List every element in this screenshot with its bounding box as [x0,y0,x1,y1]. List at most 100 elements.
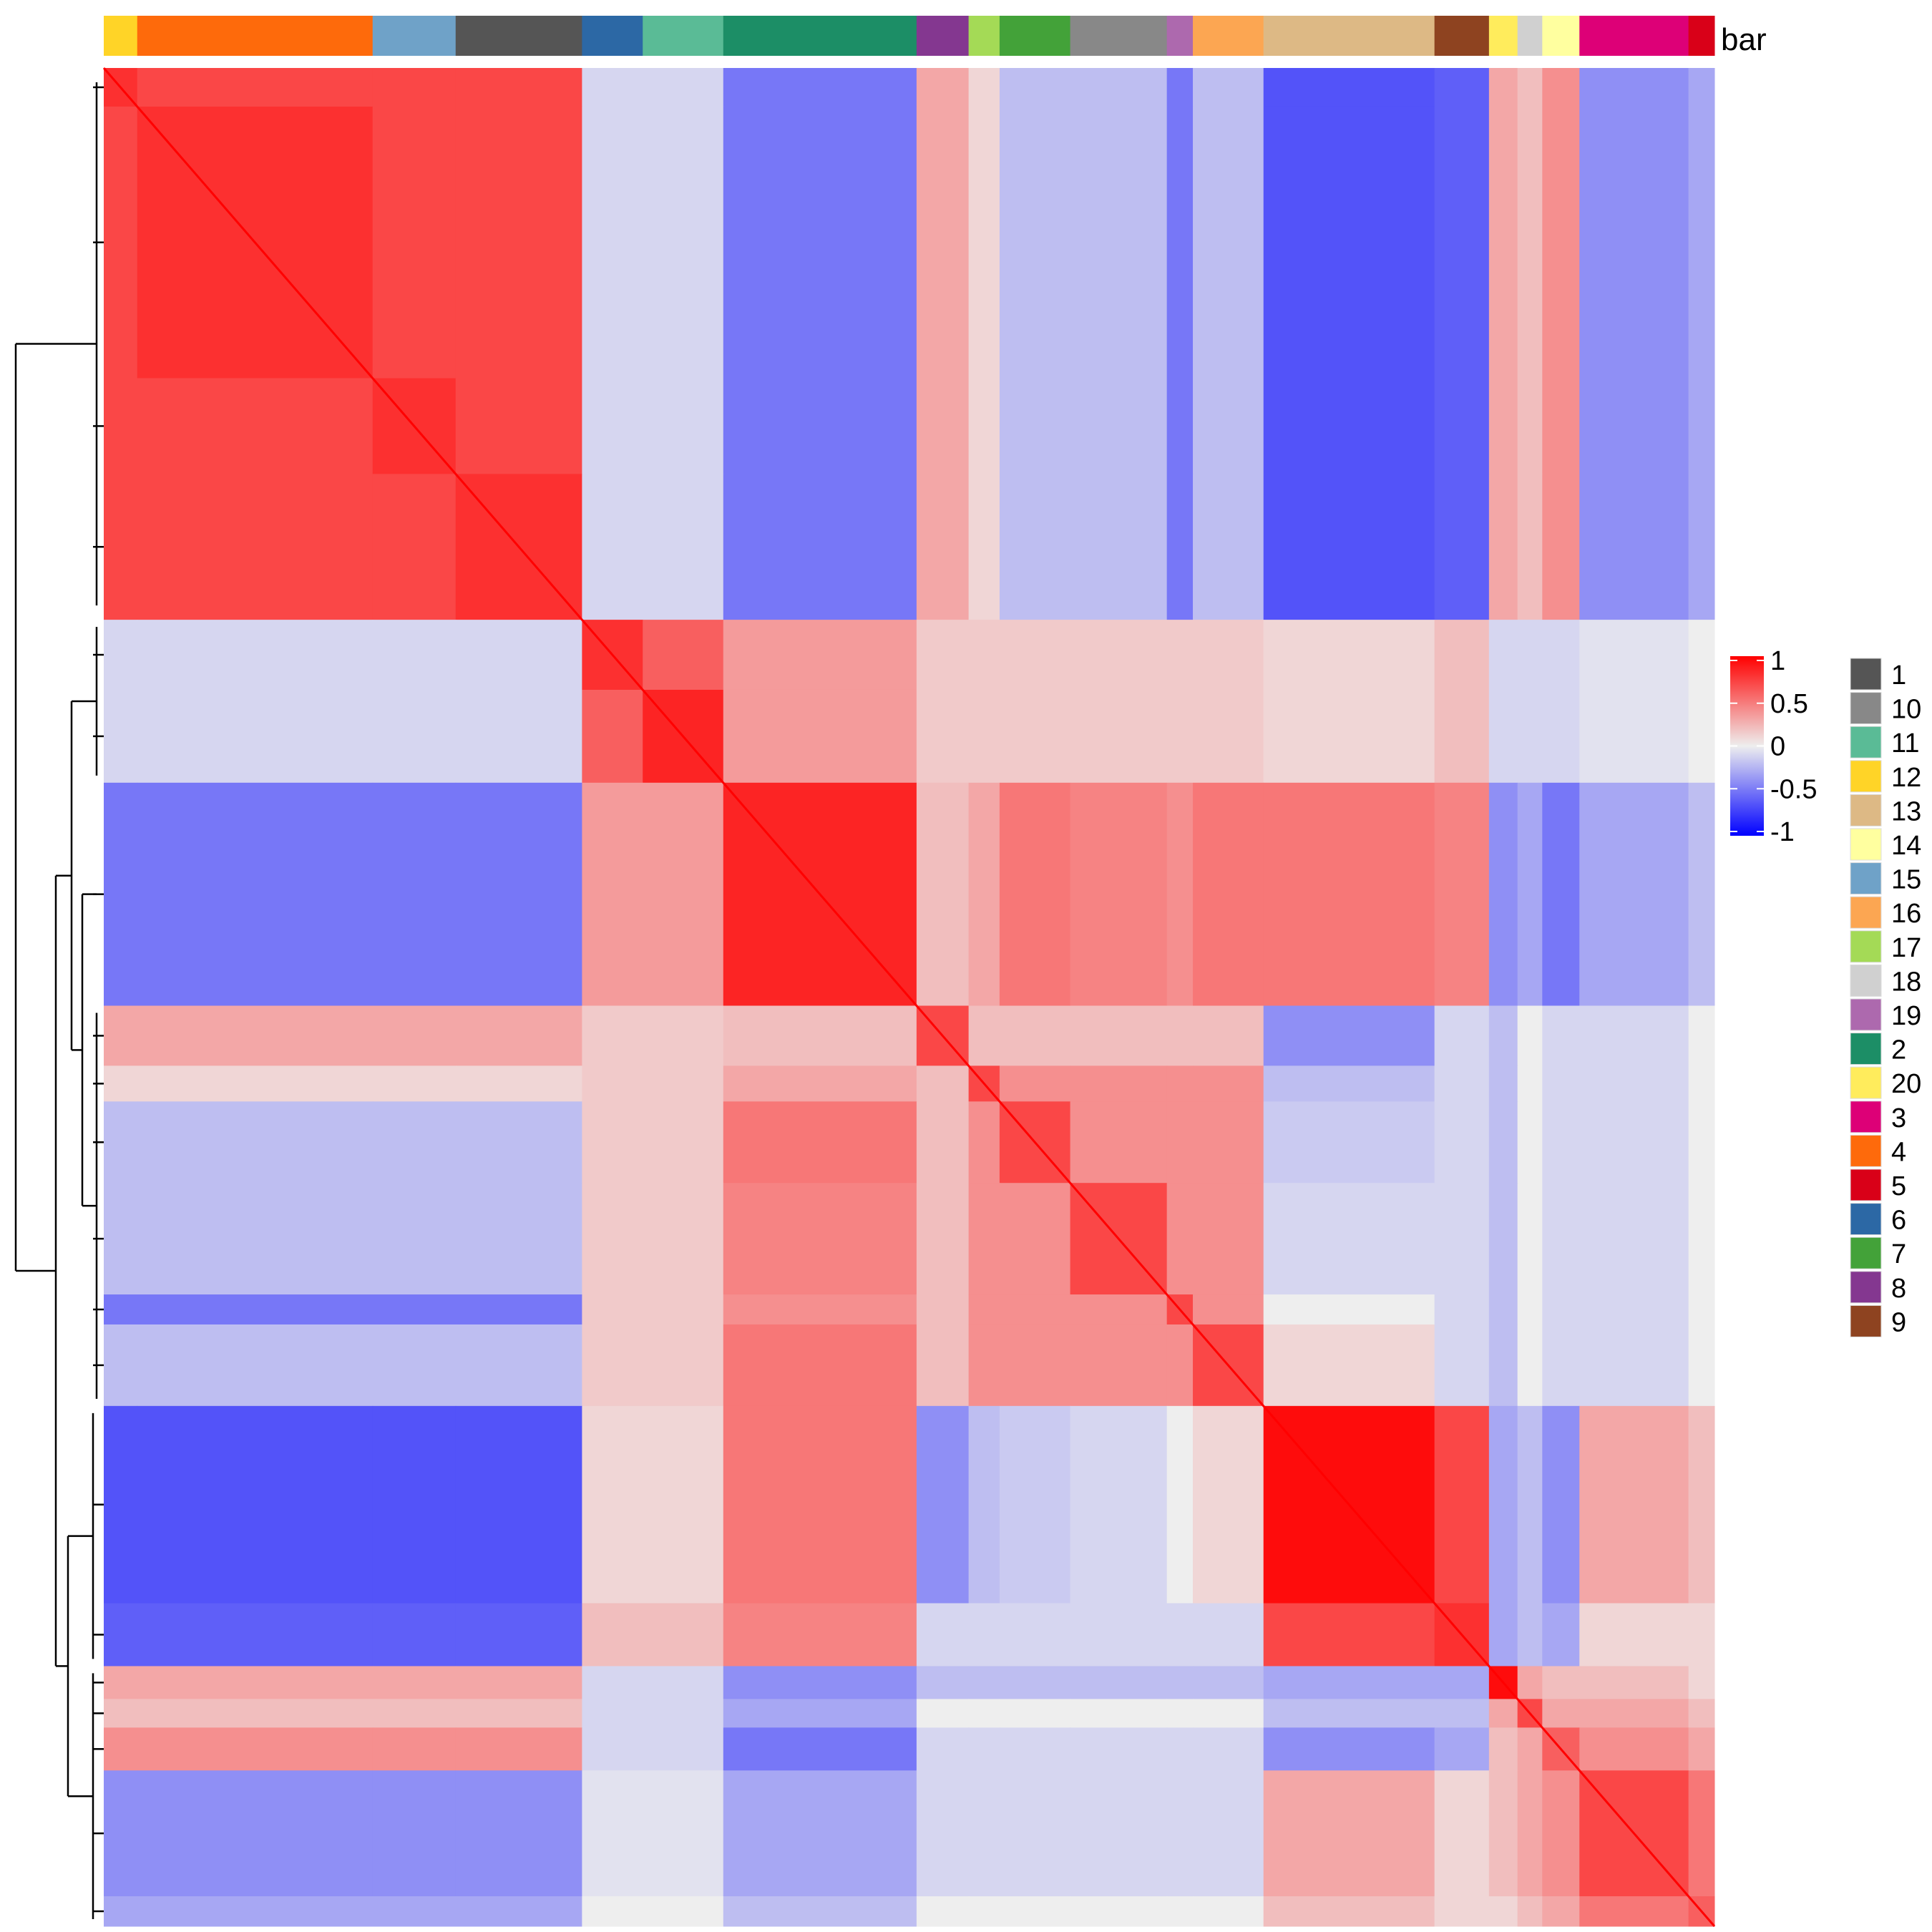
heatmap-cell [916,1101,970,1184]
legend-swatch-17 [1850,930,1882,963]
heatmap-cell [1166,1603,1194,1667]
color-scale-tick-label: -0.5 [1770,774,1817,804]
heatmap-cell [1434,1666,1490,1699]
heatmap-cell [1688,474,1715,620]
heatmap-cell [582,1005,643,1066]
heatmap-cell [372,1065,457,1102]
legend-label: 6 [1891,1206,1906,1236]
heatmap-cell [1688,378,1715,474]
heatmap-cell [104,1405,138,1604]
heatmap-cell [968,782,1000,1006]
heatmap-cell [582,1666,643,1699]
heatmap-cell [723,620,917,691]
heatmap-cell [1517,782,1543,1006]
heatmap-cell [1688,689,1715,784]
heatmap-cell [1517,1727,1543,1771]
legend-swatch-2 [1850,1033,1882,1065]
heatmap-cell [1263,1005,1435,1066]
heatmap-cell [372,1666,457,1699]
heatmap-cell [968,1666,1000,1699]
heatmap-cell [1193,1896,1264,1927]
heatmap-cell [643,1294,724,1325]
legend-label: 7 [1891,1239,1906,1269]
heatmap-cell [104,782,138,1006]
heatmap-cell [1488,1065,1518,1102]
heatmap-cell [1688,1065,1715,1102]
heatmap-cell [104,1603,138,1667]
legend-label: 3 [1891,1103,1906,1133]
heatmap-cell [1579,1065,1689,1102]
annotation-cell-15 [372,16,457,56]
heatmap-cell [999,1603,1071,1667]
heatmap-cell [1434,1294,1490,1325]
heatmap-cell [137,1603,374,1667]
heatmap-cell [1688,1770,1715,1897]
heatmap-cell [455,1603,582,1667]
legend-label: 2 [1891,1035,1906,1065]
heatmap-cell [1193,1294,1264,1325]
heatmap-cell [1166,1065,1194,1102]
row-dendrogram [14,82,104,1919]
heatmap-cell [1579,1324,1689,1407]
heatmap-cell [643,474,724,620]
legend-label: 18 [1891,967,1921,997]
heatmap-cell [1517,106,1543,379]
legend-label: 4 [1891,1137,1906,1167]
heatmap-cell [723,1727,917,1771]
heatmap-cell [1579,782,1689,1006]
heatmap-cell [1263,1896,1435,1927]
heatmap-cell [137,474,374,620]
annotation-cell-12 [104,16,138,56]
heatmap-cell [1542,106,1580,379]
heatmap-cell [1542,1183,1580,1295]
heatmap-cell [137,1666,374,1699]
annotation-cell-6 [582,16,643,56]
heatmap-cell [1193,620,1264,691]
annotation-cell-17 [968,16,1000,56]
heatmap-cell [582,1065,643,1102]
heatmap-cell [723,378,917,474]
heatmap-cell [1166,106,1194,379]
heatmap-cell [999,1324,1071,1407]
heatmap-cell [582,1405,643,1604]
heatmap-cell [1517,68,1543,107]
annotation-cell-4 [137,16,374,56]
heatmap-cell [104,689,138,784]
heatmap-cell [1488,1770,1518,1897]
heatmap-cell [916,1065,970,1102]
heatmap-cell [1070,1101,1168,1184]
heatmap-cell [643,1065,724,1102]
heatmap-cell [455,1896,582,1927]
legend-swatch-15 [1850,862,1882,895]
heatmap-cell [1434,1896,1490,1927]
heatmap-cell [1263,1666,1435,1699]
heatmap-cell [137,378,374,474]
heatmap-cell [455,1699,582,1728]
heatmap-cell [1488,620,1518,691]
heatmap-cell [582,1699,643,1728]
heatmap-cell [1263,378,1435,474]
heatmap-cell [455,620,582,691]
heatmap-cell [999,1666,1071,1699]
heatmap-cell [1166,1324,1194,1407]
heatmap-cell [1542,782,1580,1006]
heatmap-cell [1517,1896,1543,1927]
legend-swatch-4 [1850,1134,1882,1167]
heatmap-cell [1542,1005,1580,1066]
legend-swatch-20 [1850,1066,1882,1099]
heatmap-cell [1542,1603,1580,1667]
heatmap-cell [723,1005,917,1066]
heatmap-cell [1166,1896,1194,1927]
heatmap-cell [455,1065,582,1102]
heatmap-cell [1166,1770,1194,1897]
heatmap-cell [455,1727,582,1771]
heatmap-cell [1542,1896,1580,1927]
heatmap-cell [104,1896,138,1927]
color-scale-tick-label: 0.5 [1770,689,1808,719]
heatmap-cell [137,1727,374,1771]
heatmap-cell [1166,1727,1194,1771]
heatmap-cell [1542,378,1580,474]
heatmap-cell [968,378,1000,474]
heatmap-cell [723,474,917,620]
